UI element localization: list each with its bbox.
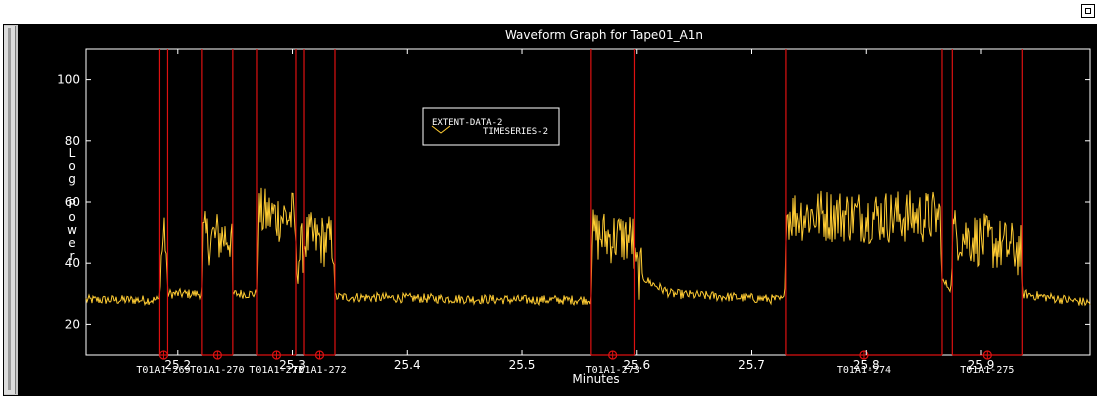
y-label-char: r [70,249,75,263]
segment-4: T01A1-272 [292,49,347,376]
segment-label: T01A1-273 [586,365,640,376]
x-tick-label: 25.5 [509,358,536,372]
segment-label: T01A1-275 [960,365,1014,376]
segment-3: T01A1-271 [249,49,304,376]
y-tick-label: 60 [65,195,80,209]
y-label-char: g [68,172,76,186]
x-tick-label: 25.6 [623,358,650,372]
segment-label: T01A1-272 [292,365,346,376]
x-tick-label: 25.2 [164,358,191,372]
segment-label: T01A1-271 [249,365,303,376]
restore-window-button[interactable] [1081,4,1095,18]
y-label-char: o [68,210,75,224]
x-tick-label: 25.4 [394,358,421,372]
scrollbar-groove [8,28,11,390]
x-tick-label: 25.8 [853,358,880,372]
y-axis: 20 40 60 80 100 [57,73,1090,331]
vertical-scrollbar[interactable] [4,26,16,394]
waveform-line [85,187,1091,307]
y-tick-label: 20 [65,317,80,331]
y-tick-label: 80 [65,134,80,148]
legend-swatch [431,125,451,134]
x-tick-label: 25.9 [968,358,995,372]
segment-label: T01A1-270 [190,365,244,376]
plot-border [85,48,1091,356]
segment-1: T01A1-269 [136,49,191,376]
x-axis: 25.2 25.3 25.4 25.5 25.6 25.7 25.8 25.9 [164,49,994,372]
y-tick-label: 40 [65,256,80,270]
segment-7: T01A1-275 [951,49,1023,376]
y-label-char: o [68,159,75,173]
y-label-char: L [69,146,76,160]
legend-entry-timeseries: TIMESERIES-2 [483,127,548,137]
chart-title: Waveform Graph for Tape01_A1n [505,28,703,42]
legend-box [422,107,560,146]
segment-5: T01A1-273 [586,49,640,376]
y-tick-label: 100 [57,73,80,87]
segment-6: T01A1-274 [785,49,943,376]
legend-entry-extent: EXTENT-DATA-2 [432,118,502,128]
segment-2: T01A1-270 [190,49,244,376]
y-label-char: e [68,236,75,250]
x-axis-label: Minutes [572,372,619,386]
plot-panel: Waveform Graph for Tape01_A1n T01A1-269 T… [18,25,1096,395]
waveform-chart: Waveform Graph for Tape01_A1n T01A1-269 T… [57,28,1091,386]
y-label-char: P [68,197,75,211]
restore-window-icon [1085,8,1091,14]
x-tick-label: 25.7 [738,358,765,372]
segment-label: T01A1-274 [837,365,891,376]
y-label-char: w [67,223,77,237]
x-tick-label: 25.3 [279,358,306,372]
segment-label: T01A1-269 [136,365,190,376]
